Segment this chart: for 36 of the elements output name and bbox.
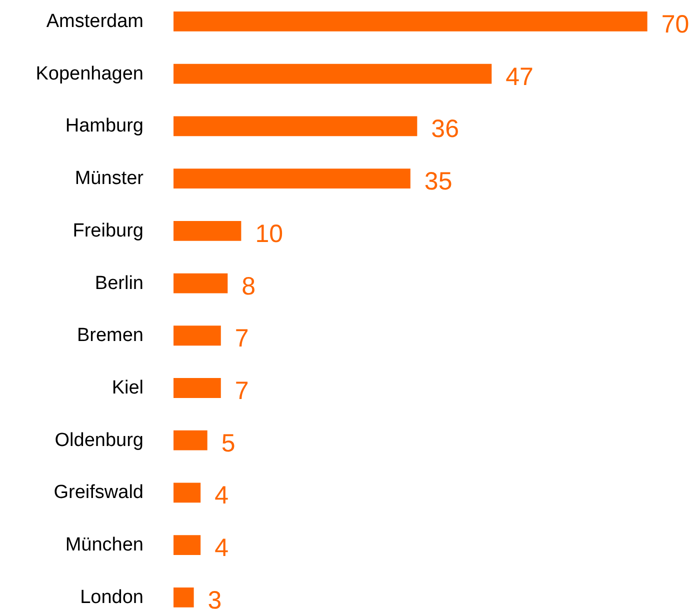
data-label: 3	[208, 586, 222, 609]
data-label: 36	[431, 115, 459, 144]
data-label: 70	[661, 10, 690, 38]
bar	[174, 430, 208, 450]
bar	[174, 378, 221, 398]
data-label: 47	[506, 62, 534, 91]
data-label: 7	[234, 377, 249, 405]
bar	[174, 220, 242, 241]
data-label: 8	[242, 272, 256, 300]
y-tick-label: Greifswald	[54, 482, 144, 504]
y-tick-label: Berlin	[94, 272, 144, 294]
y-tick-label: Amsterdam	[46, 10, 144, 32]
y-tick-label: Kiel	[112, 378, 144, 398]
bar	[174, 116, 418, 136]
data-label: 5	[221, 429, 236, 458]
bar	[174, 168, 410, 188]
data-label: 10	[255, 220, 283, 248]
y-tick-label: Kopenhagen	[36, 63, 144, 84]
y-tick-label: Freiburg	[72, 220, 144, 242]
y-tick-label: Oldenburg	[54, 430, 144, 451]
data-label: 4	[214, 534, 229, 562]
y-tick-label: Bremen	[76, 325, 144, 346]
y-tick-label: Hamburg	[65, 116, 144, 137]
bar	[174, 11, 648, 32]
bar	[174, 326, 221, 346]
bar	[174, 588, 194, 608]
y-tick-label: Münster	[74, 168, 144, 190]
data-label: 7	[234, 324, 249, 353]
bar	[174, 482, 201, 503]
bar	[174, 64, 492, 84]
y-tick-label: London	[80, 586, 144, 608]
bar	[174, 535, 201, 556]
y-tick-label: München	[65, 534, 144, 556]
data-label: 35	[424, 168, 452, 196]
bar	[174, 273, 228, 294]
data-label: 4	[214, 482, 229, 510]
